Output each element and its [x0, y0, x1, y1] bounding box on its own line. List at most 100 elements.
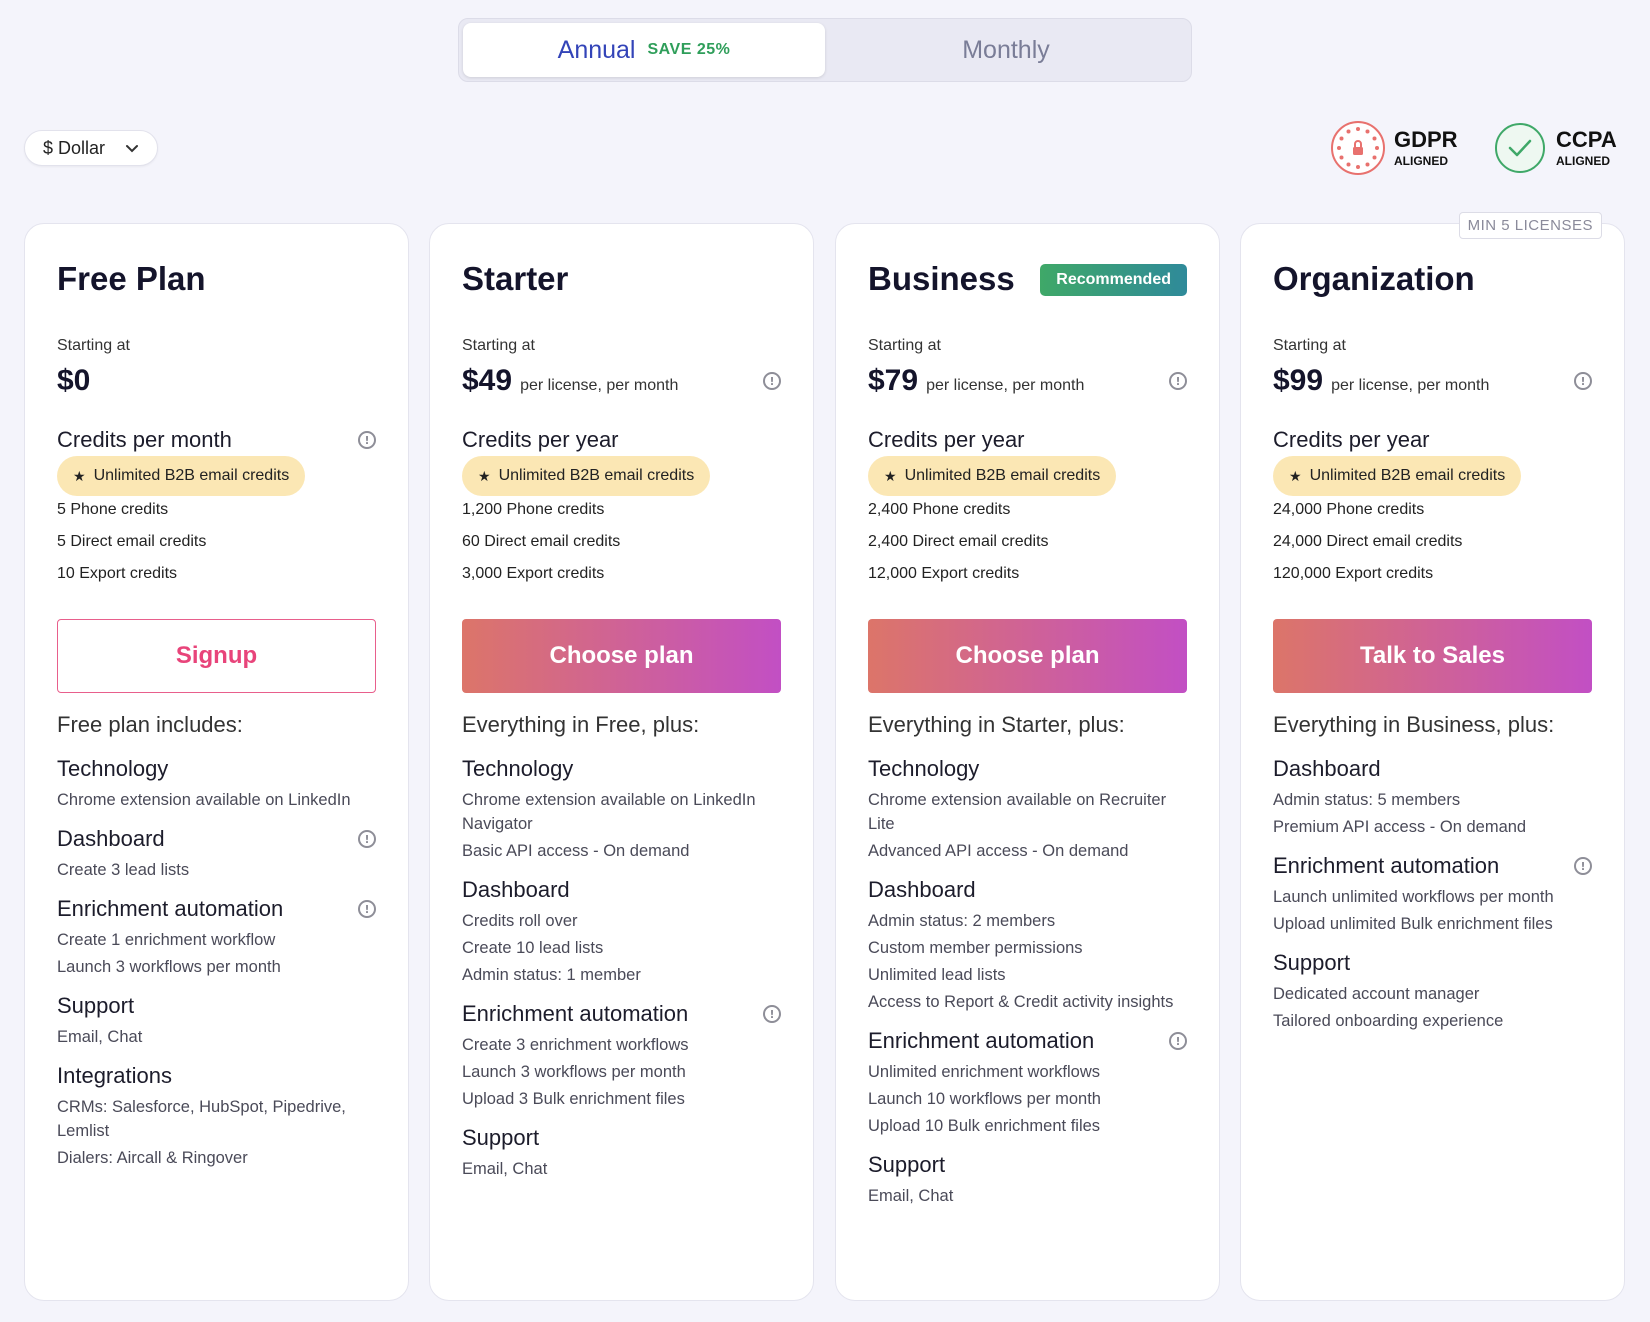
- ccpa-label: CCPA: [1556, 127, 1617, 152]
- info-icon[interactable]: !: [358, 431, 376, 449]
- plan-price: $0: [57, 364, 91, 397]
- feature-item: Email, Chat: [462, 1160, 548, 1178]
- plan-name: Business: [868, 260, 1015, 297]
- ccpa-sub-label: ALIGNED: [1556, 154, 1610, 168]
- section-title-text: Dashboard: [57, 826, 165, 851]
- annual-option[interactable]: Annual SAVE 25%: [463, 23, 825, 77]
- credit-line: 5 Phone credits: [57, 501, 169, 518]
- feature-section: Dashboard! Create 3 lead lists: [57, 826, 376, 882]
- feature-section-title: Dashboard!: [57, 826, 376, 852]
- starting-at-label: Starting at: [1273, 337, 1346, 354]
- credits-heading: Credits per year: [1273, 427, 1592, 453]
- info-icon[interactable]: !: [358, 830, 376, 848]
- feature-section-title: Dashboard: [868, 877, 1187, 903]
- feature-section-title: Dashboard: [1273, 756, 1592, 782]
- feature-item: Unlimited lead lists: [868, 966, 1006, 984]
- section-title-text: Enrichment automation: [868, 1028, 1095, 1053]
- starting-at-label: Starting at: [868, 337, 941, 354]
- starting-at-label: Starting at: [462, 337, 535, 354]
- feature-section: Support Email, Chat: [57, 993, 376, 1049]
- section-title-text: Enrichment automation: [462, 1001, 689, 1026]
- section-title-text: Technology: [57, 756, 169, 781]
- feature-item: Launch 10 workflows per month: [868, 1090, 1101, 1108]
- feature-section-title: Technology: [462, 756, 781, 782]
- info-icon[interactable]: !: [1169, 372, 1187, 390]
- info-icon[interactable]: !: [763, 372, 781, 390]
- ccpa-badge: CCPA ALIGNED: [1492, 120, 1617, 176]
- credits-title: Credits per month: [57, 427, 232, 452]
- feature-section: Support Email, Chat: [868, 1152, 1187, 1208]
- annual-label: Annual: [557, 35, 636, 64]
- feature-section-title: Support: [57, 993, 376, 1019]
- section-title-text: Support: [462, 1125, 540, 1150]
- plan-cta-button[interactable]: Talk to Sales: [1273, 619, 1592, 693]
- credit-line: 10 Export credits: [57, 565, 178, 582]
- gdpr-sub-label: ALIGNED: [1394, 154, 1448, 168]
- save-badge: SAVE 25%: [647, 41, 731, 58]
- info-icon[interactable]: !: [1574, 372, 1592, 390]
- features-list: Everything in Starter, plus: Technology Ch…: [868, 712, 1187, 1222]
- feature-section: Technology Chrome extension available on …: [57, 756, 376, 812]
- credits-heading: Credits per month!: [57, 427, 376, 453]
- credit-line: 2,400 Phone credits: [868, 501, 1011, 518]
- feature-section: Enrichment automation! Create 3 enrichmen…: [462, 1001, 781, 1111]
- section-title-text: Support: [1273, 950, 1351, 975]
- plan-cta-button[interactable]: Signup: [57, 619, 376, 693]
- feature-item: Create 1 enrichment workflow: [57, 931, 276, 949]
- monthly-option[interactable]: Monthly: [825, 23, 1187, 77]
- feature-section: Dashboard Credits roll over Create 10 lead…: [462, 877, 781, 987]
- section-title-text: Support: [57, 993, 135, 1018]
- currency-select[interactable]: $ Dollar: [24, 130, 158, 166]
- plan-card-organization: MIN 5 LICENSES Organization Starting at $99…: [1240, 212, 1625, 1301]
- star-icon: ★: [478, 467, 491, 484]
- pill-label: Unlimited B2B email credits: [93, 467, 290, 484]
- feature-section: Enrichment automation! Create 1 enrichmen…: [57, 896, 376, 979]
- feature-section-title: Support: [462, 1125, 781, 1151]
- feature-item: Admin status: 2 members: [868, 912, 1056, 930]
- feature-item: Premium API access - On demand: [1273, 818, 1527, 836]
- credit-line: 5 Direct email credits: [57, 533, 207, 550]
- feature-section-title: Integrations: [57, 1063, 376, 1089]
- credits-title: Credits per year: [1273, 427, 1430, 452]
- feature-section-title: Enrichment automation!: [868, 1028, 1187, 1054]
- credit-line: 1,200 Phone credits: [462, 501, 605, 518]
- ccpa-check-icon: [1492, 120, 1548, 176]
- feature-section: Support Email, Chat: [462, 1125, 781, 1181]
- info-icon[interactable]: !: [1574, 857, 1592, 875]
- feature-section: Dashboard Admin status: 2 members Custom m…: [868, 877, 1187, 1014]
- section-title-text: Dashboard: [868, 877, 976, 902]
- pill-label: Unlimited B2B email credits: [904, 467, 1101, 484]
- feature-item: Access to Report & Credit activity insig…: [868, 993, 1174, 1011]
- pill-label: Unlimited B2B email credits: [498, 467, 695, 484]
- features-heading: Everything in Starter, plus:: [868, 712, 1125, 737]
- credit-line: 24,000 Phone credits: [1273, 501, 1425, 518]
- credit-line: 12,000 Export credits: [868, 565, 1020, 582]
- feature-section-title: Enrichment automation!: [1273, 853, 1592, 879]
- feature-item: Custom member permissions: [868, 939, 1083, 957]
- section-title-text: Integrations: [57, 1063, 172, 1088]
- features-heading: Everything in Free, plus:: [462, 712, 700, 737]
- feature-item: Dedicated account manager: [1273, 985, 1480, 1003]
- feature-item: Admin status: 5 members: [1273, 791, 1461, 809]
- feature-item: CRMs: Salesforce, HubSpot, Pipedrive, Le…: [57, 1098, 346, 1140]
- star-icon: ★: [73, 467, 86, 484]
- plan-cta-button[interactable]: Choose plan: [462, 619, 781, 693]
- feature-section-title: Support: [1273, 950, 1592, 976]
- monthly-label: Monthly: [962, 35, 1050, 64]
- feature-section: Enrichment automation! Launch unlimited w…: [1273, 853, 1592, 936]
- feature-item: Chrome extension available on Recruiter …: [868, 791, 1167, 833]
- credits-title: Credits per year: [462, 427, 619, 452]
- plan-cta-button[interactable]: Choose plan: [868, 619, 1187, 693]
- credit-line: 2,400 Direct email credits: [868, 533, 1049, 550]
- feature-item: Create 10 lead lists: [462, 939, 604, 957]
- info-icon[interactable]: !: [1169, 1032, 1187, 1050]
- credit-line: 3,000 Export credits: [462, 565, 605, 582]
- info-icon[interactable]: !: [358, 900, 376, 918]
- feature-item: Tailored onboarding experience: [1273, 1012, 1504, 1030]
- price-row: $99 per license, per month!: [1273, 364, 1592, 398]
- credits-heading: Credits per year: [868, 427, 1187, 453]
- plan-price: $79: [868, 364, 919, 397]
- feature-item: Launch 3 workflows per month: [462, 1063, 686, 1081]
- info-icon[interactable]: !: [763, 1005, 781, 1023]
- unlimited-credits-pill: ★ Unlimited B2B email credits: [462, 456, 711, 496]
